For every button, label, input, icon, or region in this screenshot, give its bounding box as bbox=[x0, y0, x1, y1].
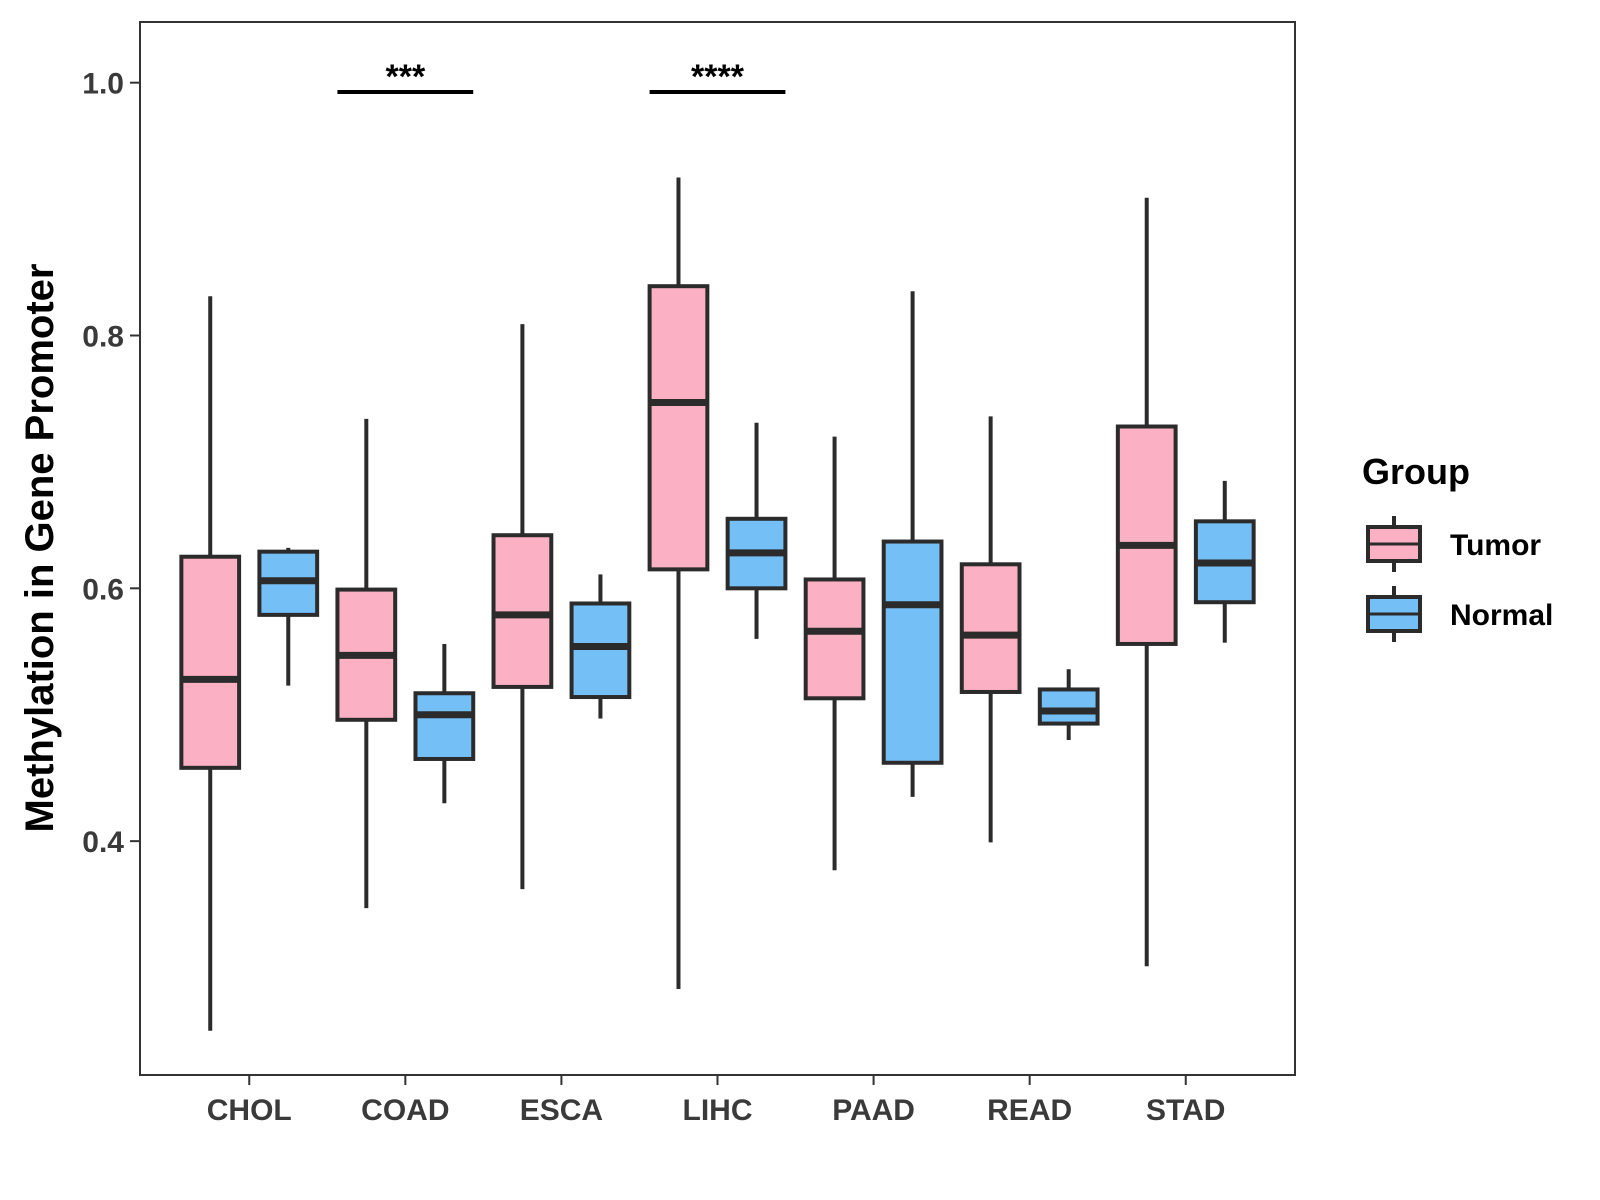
y-axis: 0.4 0.6 0.8 1.0 bbox=[82, 68, 140, 859]
box-normal-read bbox=[1037, 669, 1100, 741]
x-axis: CHOL COAD ESCA LIHC PAAD READ STAD bbox=[207, 1075, 1225, 1127]
x-tick-label: READ bbox=[987, 1094, 1072, 1127]
significance-stars: **** bbox=[691, 58, 745, 96]
box-normal-paad bbox=[881, 291, 944, 797]
box-tumor-stad bbox=[1115, 197, 1178, 967]
legend-entry-normal: Normal bbox=[1366, 586, 1553, 642]
y-tick-label: 1.0 bbox=[82, 68, 124, 101]
box-normal-coad bbox=[413, 643, 476, 804]
box-iqr bbox=[647, 284, 710, 572]
y-tick-label: 0.6 bbox=[82, 573, 124, 606]
x-tick-label: PAAD bbox=[832, 1094, 915, 1127]
significance-lihc: **** bbox=[649, 58, 786, 96]
box-iqr bbox=[413, 691, 476, 761]
box-iqr bbox=[803, 577, 866, 701]
box-normal-esca bbox=[569, 574, 632, 719]
box-iqr bbox=[881, 539, 944, 765]
x-tick-label: ESCA bbox=[520, 1094, 603, 1127]
box-iqr bbox=[1115, 424, 1178, 646]
y-axis-title: Methylation in Gene Promoter bbox=[18, 264, 62, 833]
box-normal-lihc bbox=[725, 422, 788, 639]
box-iqr bbox=[179, 554, 242, 770]
box-tumor-lihc bbox=[647, 177, 710, 990]
y-tick-label: 0.8 bbox=[82, 320, 124, 353]
x-tick-label: CHOL bbox=[207, 1094, 292, 1127]
box-tumor-coad bbox=[335, 418, 398, 909]
box-normal-chol bbox=[257, 547, 320, 686]
legend-label: Tumor bbox=[1450, 529, 1541, 562]
x-tick-label: STAD bbox=[1146, 1094, 1225, 1127]
legend-title: Group bbox=[1362, 451, 1470, 492]
box-tumor-paad bbox=[803, 436, 866, 871]
box-normal-stad bbox=[1193, 480, 1256, 643]
box-iqr bbox=[959, 562, 1022, 694]
box-iqr bbox=[1037, 687, 1100, 726]
box-tumor-read bbox=[959, 416, 1022, 843]
box-tumor-chol bbox=[179, 296, 242, 1031]
y-tick-label: 0.4 bbox=[82, 826, 124, 859]
significance-stars: *** bbox=[385, 58, 425, 96]
box-iqr bbox=[569, 601, 632, 700]
legend-entry-tumor: Tumor bbox=[1366, 516, 1541, 572]
legend: Group Tumor Normal bbox=[1362, 451, 1553, 642]
x-tick-label: LIHC bbox=[683, 1094, 753, 1127]
box-iqr bbox=[491, 533, 554, 689]
box-tumor-esca bbox=[491, 324, 554, 890]
legend-label: Normal bbox=[1450, 599, 1553, 632]
significance-coad: *** bbox=[337, 58, 474, 96]
plot-marks: *** **** bbox=[179, 58, 1256, 1031]
x-tick-label: COAD bbox=[361, 1094, 449, 1127]
